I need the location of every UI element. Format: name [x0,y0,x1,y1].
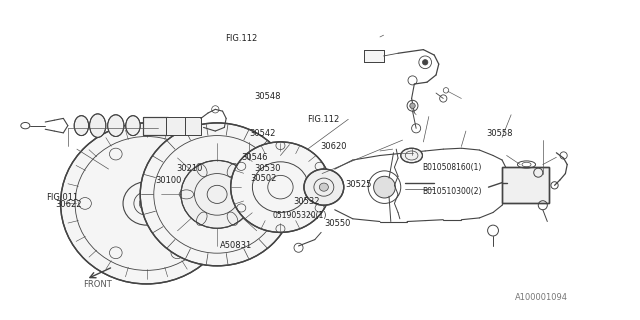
Ellipse shape [61,123,232,284]
Ellipse shape [401,148,422,163]
Circle shape [374,176,396,198]
Ellipse shape [230,142,330,232]
Text: 30622: 30622 [55,200,81,209]
Bar [184,116,201,135]
Bar [184,116,201,135]
Text: 30100: 30100 [155,176,182,185]
Circle shape [410,103,415,108]
Ellipse shape [140,123,294,266]
Bar [364,50,383,62]
Bar [143,116,168,135]
Ellipse shape [319,183,328,191]
Text: 30530: 30530 [255,164,281,173]
Text: 30548: 30548 [255,92,281,101]
Bar [143,116,168,135]
Ellipse shape [304,169,344,205]
Text: FIG.112: FIG.112 [225,34,257,43]
Text: A50831: A50831 [220,241,252,250]
Circle shape [422,60,428,65]
Ellipse shape [181,160,253,228]
Text: 30558: 30558 [486,130,513,139]
Text: FIG.112: FIG.112 [307,115,339,124]
Ellipse shape [74,116,89,136]
Bar [166,116,186,135]
Text: B010510300(2): B010510300(2) [422,187,482,196]
Text: 30532: 30532 [293,197,319,206]
Text: A100001094: A100001094 [515,293,568,302]
Circle shape [140,196,154,211]
Text: 051905320(1): 051905320(1) [272,211,326,220]
Bar [364,50,383,62]
Text: 30546: 30546 [241,153,268,162]
Text: 30550: 30550 [324,219,351,228]
Bar [166,116,186,135]
Text: 30542: 30542 [249,130,275,139]
Bar [502,167,549,204]
Ellipse shape [90,114,106,137]
Text: 30620: 30620 [320,142,347,151]
Text: 30502: 30502 [250,174,276,183]
Text: B010508160(1): B010508160(1) [422,163,482,172]
Text: 30525: 30525 [345,180,371,189]
Bar [502,167,549,204]
Text: FRONT: FRONT [83,280,112,289]
Text: FIG.011: FIG.011 [46,193,79,202]
Ellipse shape [125,116,140,136]
Text: 30210: 30210 [177,164,203,173]
Ellipse shape [108,115,124,136]
